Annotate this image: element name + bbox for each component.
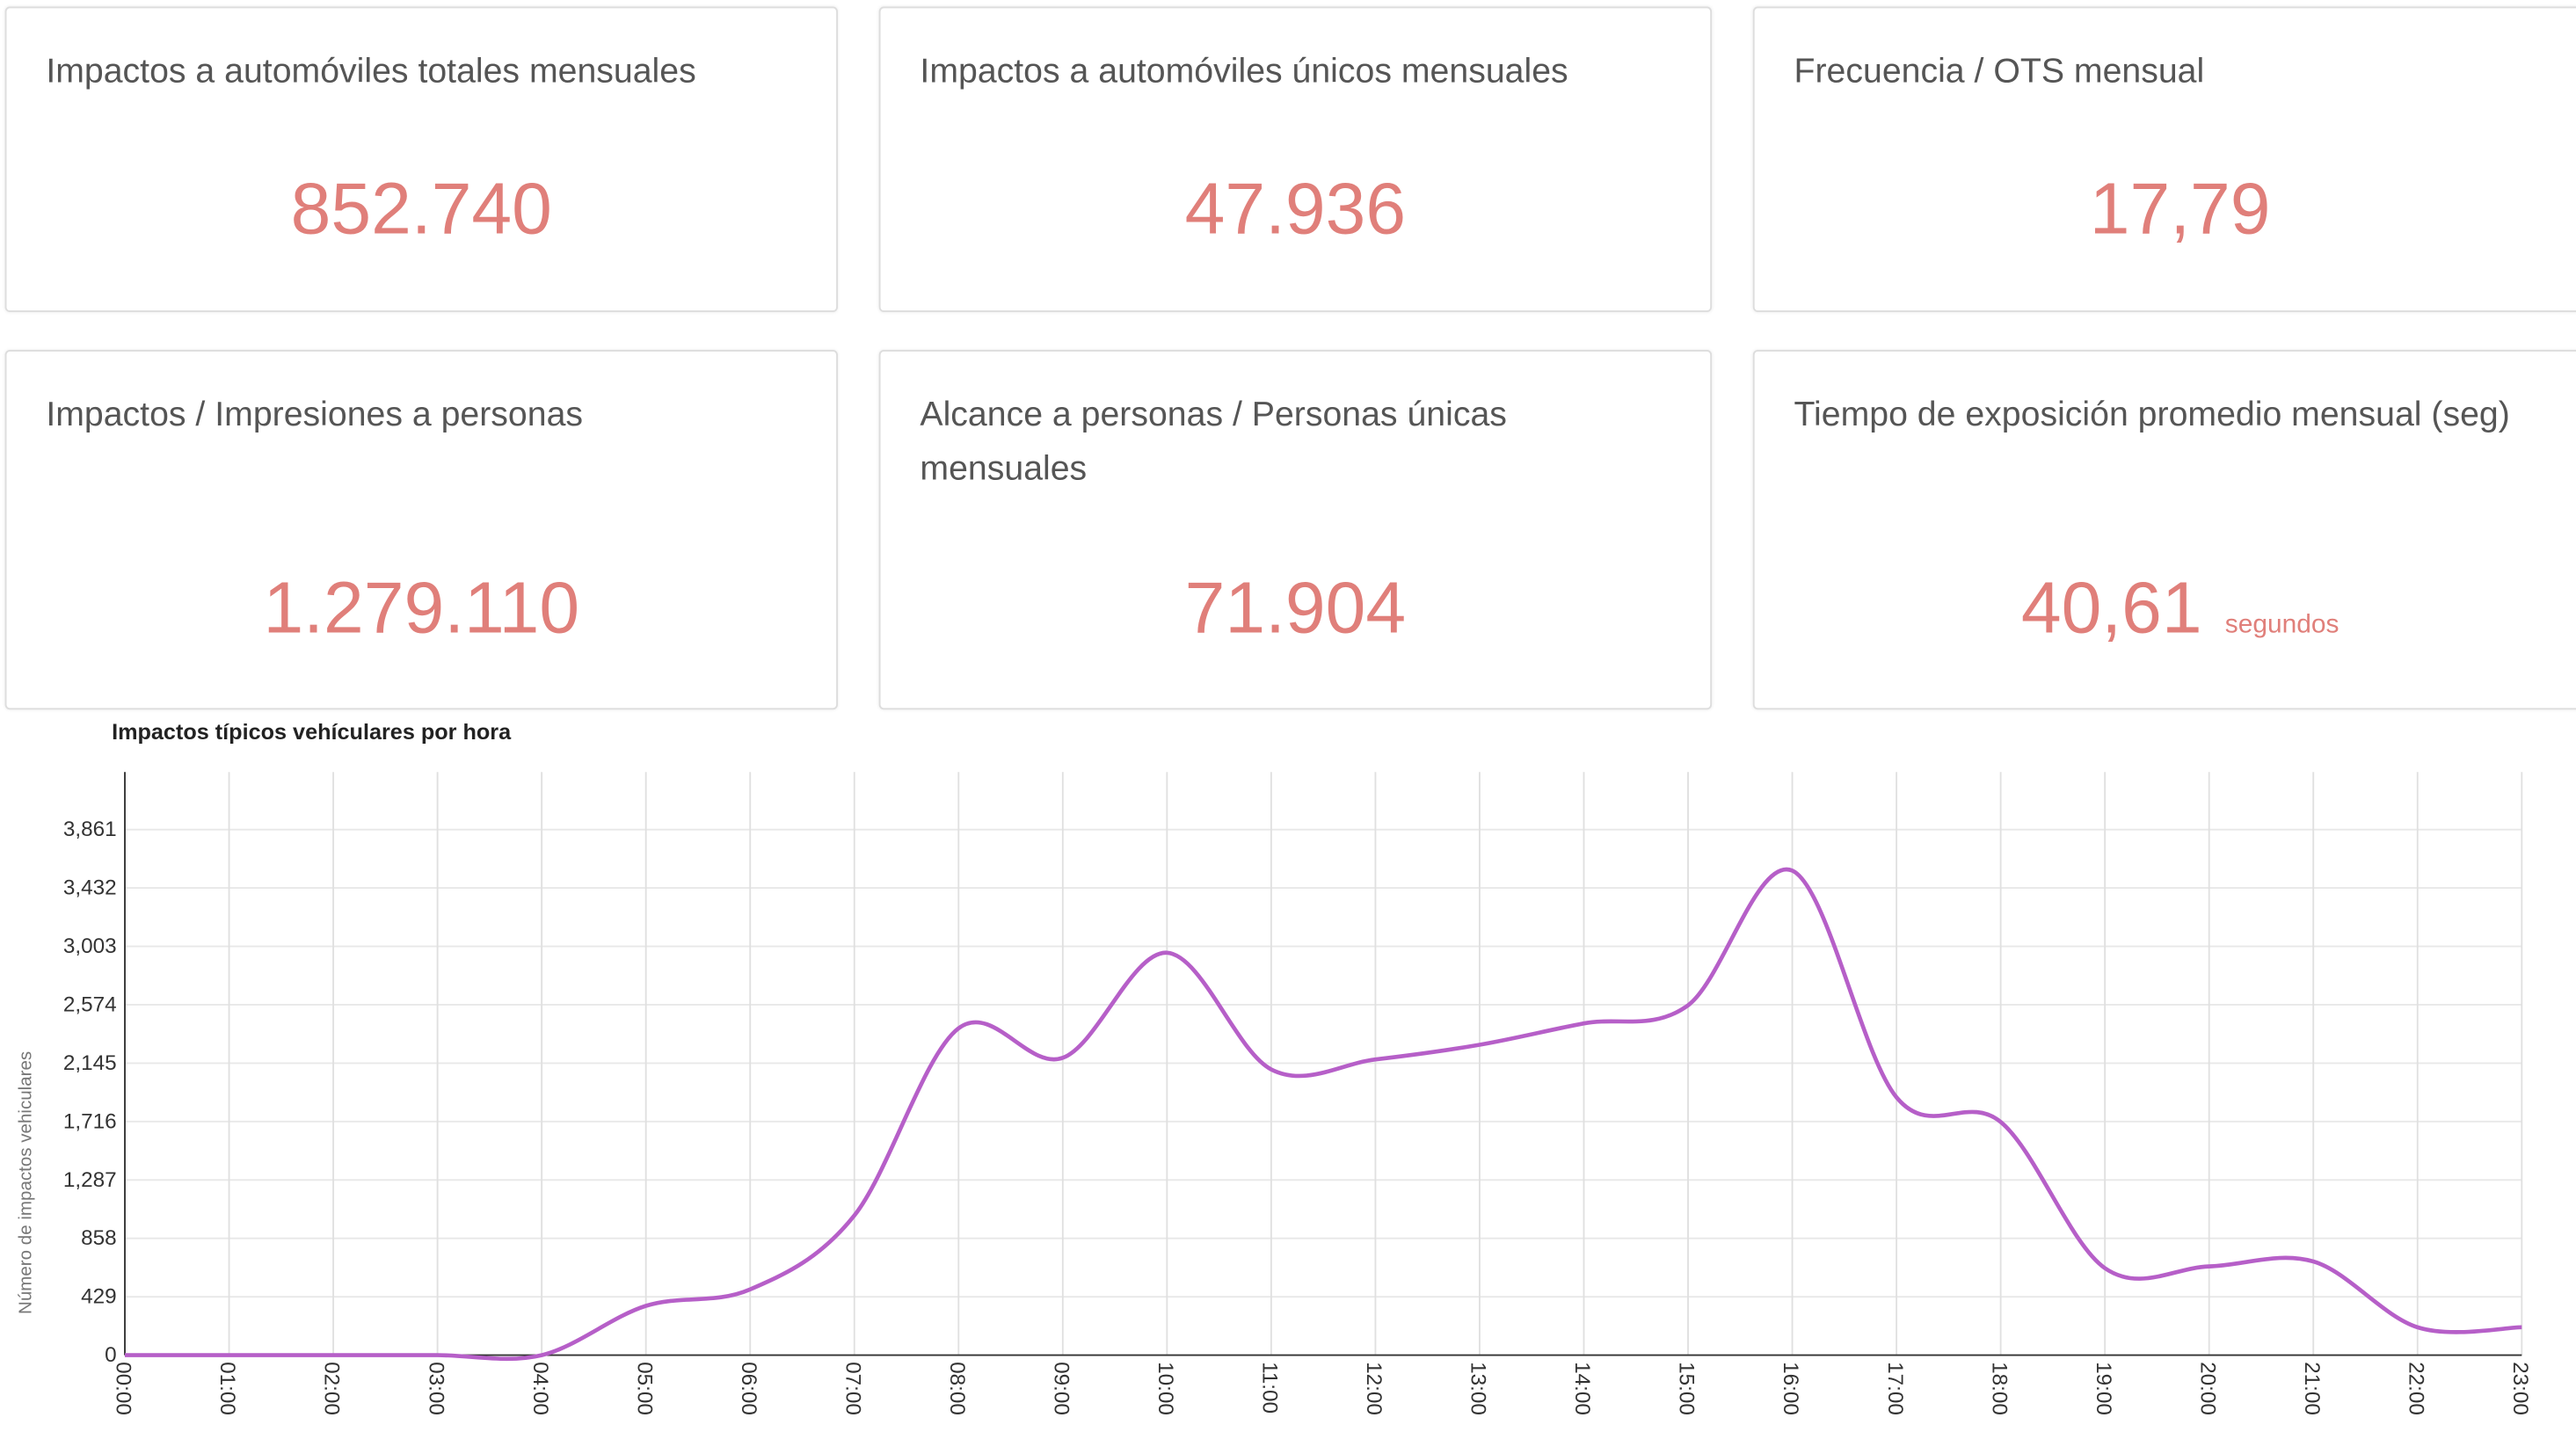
x-tick-label: 00:00 bbox=[112, 1362, 135, 1415]
metric-title: Impactos a automóviles totales mensuales bbox=[46, 52, 696, 91]
metric-value: 17,79 bbox=[2089, 169, 2271, 251]
x-tick-label: 01:00 bbox=[215, 1362, 239, 1415]
x-tick-label: 07:00 bbox=[840, 1362, 864, 1415]
metric-value-box: 1.279.110 bbox=[6, 569, 836, 651]
x-tick-label: 23:00 bbox=[2508, 1362, 2532, 1415]
metric-title: Impactos / Impresiones a personas bbox=[46, 396, 584, 434]
metric-title: Impactos a automóviles únicos mensuales bbox=[920, 52, 1568, 91]
metric-value-box: 40,61 segundos bbox=[1755, 569, 2576, 651]
metric-card: Frecuencia / OTS mensual 17,79 bbox=[1752, 6, 2576, 313]
y-tick-label: 3,003 bbox=[63, 934, 117, 958]
x-tick-label: 09:00 bbox=[1049, 1362, 1073, 1415]
y-tick-label: 429 bbox=[81, 1285, 117, 1309]
metric-unit: segundos bbox=[2224, 611, 2340, 639]
metric-value-box: 852.740 bbox=[6, 169, 836, 251]
y-tick-label: 858 bbox=[81, 1226, 117, 1250]
y-axis-label: Número de impactos vehiculares bbox=[16, 1051, 36, 1314]
metric-value-box: 71.904 bbox=[881, 569, 1711, 651]
metric-title: Frecuencia / OTS mensual bbox=[1794, 52, 2205, 91]
y-tick-label: 1,716 bbox=[63, 1109, 117, 1133]
metric-value-box: 47.936 bbox=[881, 169, 1711, 251]
x-tick-label: 21:00 bbox=[2300, 1362, 2324, 1415]
y-tick-label: 1,287 bbox=[63, 1168, 117, 1192]
chart: Impactos típicos vehículares por hora Nú… bbox=[16, 720, 2532, 1415]
metric-value: 1.279.110 bbox=[263, 568, 580, 650]
metric-card: Impactos a automóviles únicos mensuales 4… bbox=[878, 6, 1713, 313]
metric-card: Alcance a personas / Personas únicas men… bbox=[878, 350, 1713, 710]
x-tick-label: 15:00 bbox=[1675, 1362, 1699, 1415]
x-tick-label: 03:00 bbox=[424, 1362, 448, 1415]
metric-title: Alcance a personas / Personas únicas men… bbox=[920, 396, 1507, 488]
metric-card: Tiempo de exposición promedio mensual (s… bbox=[1752, 350, 2576, 710]
metric-value: 71.904 bbox=[1184, 568, 1407, 650]
x-tick-label: 18:00 bbox=[1987, 1362, 2011, 1415]
x-tick-label: 02:00 bbox=[320, 1362, 344, 1415]
y-tick-label: 0 bbox=[105, 1343, 117, 1367]
chart-title: Impactos típicos vehículares por hora bbox=[112, 720, 512, 745]
x-tick-label: 10:00 bbox=[1153, 1362, 1177, 1415]
y-tick-label: 2,145 bbox=[63, 1051, 117, 1075]
x-tick-label: 19:00 bbox=[2092, 1362, 2115, 1415]
metric-value: 47.936 bbox=[1184, 169, 1407, 251]
x-tick-label: 11:00 bbox=[1258, 1362, 1282, 1414]
x-tick-label: 14:00 bbox=[1570, 1362, 1594, 1415]
metric-value-box: 17,79 bbox=[1755, 169, 2576, 251]
y-tick-label: 3,432 bbox=[63, 876, 117, 900]
x-tick-label: 05:00 bbox=[632, 1362, 656, 1415]
line bbox=[125, 867, 2522, 1362]
x-tick-label: 13:00 bbox=[1466, 1362, 1490, 1415]
metric-value: 40,61 bbox=[2020, 568, 2202, 650]
x-tick-label: 08:00 bbox=[945, 1362, 969, 1415]
y-tick-label: 3,861 bbox=[63, 818, 117, 841]
x-tick-label: 06:00 bbox=[737, 1362, 760, 1415]
metric-title: Tiempo de exposición promedio mensual (s… bbox=[1794, 396, 2510, 434]
x-tick-label: 12:00 bbox=[1362, 1362, 1386, 1415]
x-tick-label: 17:00 bbox=[1883, 1362, 1907, 1415]
x-tick-label: 22:00 bbox=[2404, 1362, 2427, 1415]
metric-value: 852.740 bbox=[290, 169, 552, 251]
x-tick-label: 16:00 bbox=[1779, 1362, 1802, 1415]
y-tick-label: 2,574 bbox=[63, 992, 117, 1016]
metric-card: Impactos / Impresiones a personas 1.279.1… bbox=[4, 350, 838, 710]
x-tick-label: 20:00 bbox=[2195, 1362, 2219, 1415]
metric-card: Impactos a automóviles totales mensuales… bbox=[4, 6, 838, 313]
x-tick-label: 04:00 bbox=[528, 1362, 552, 1415]
